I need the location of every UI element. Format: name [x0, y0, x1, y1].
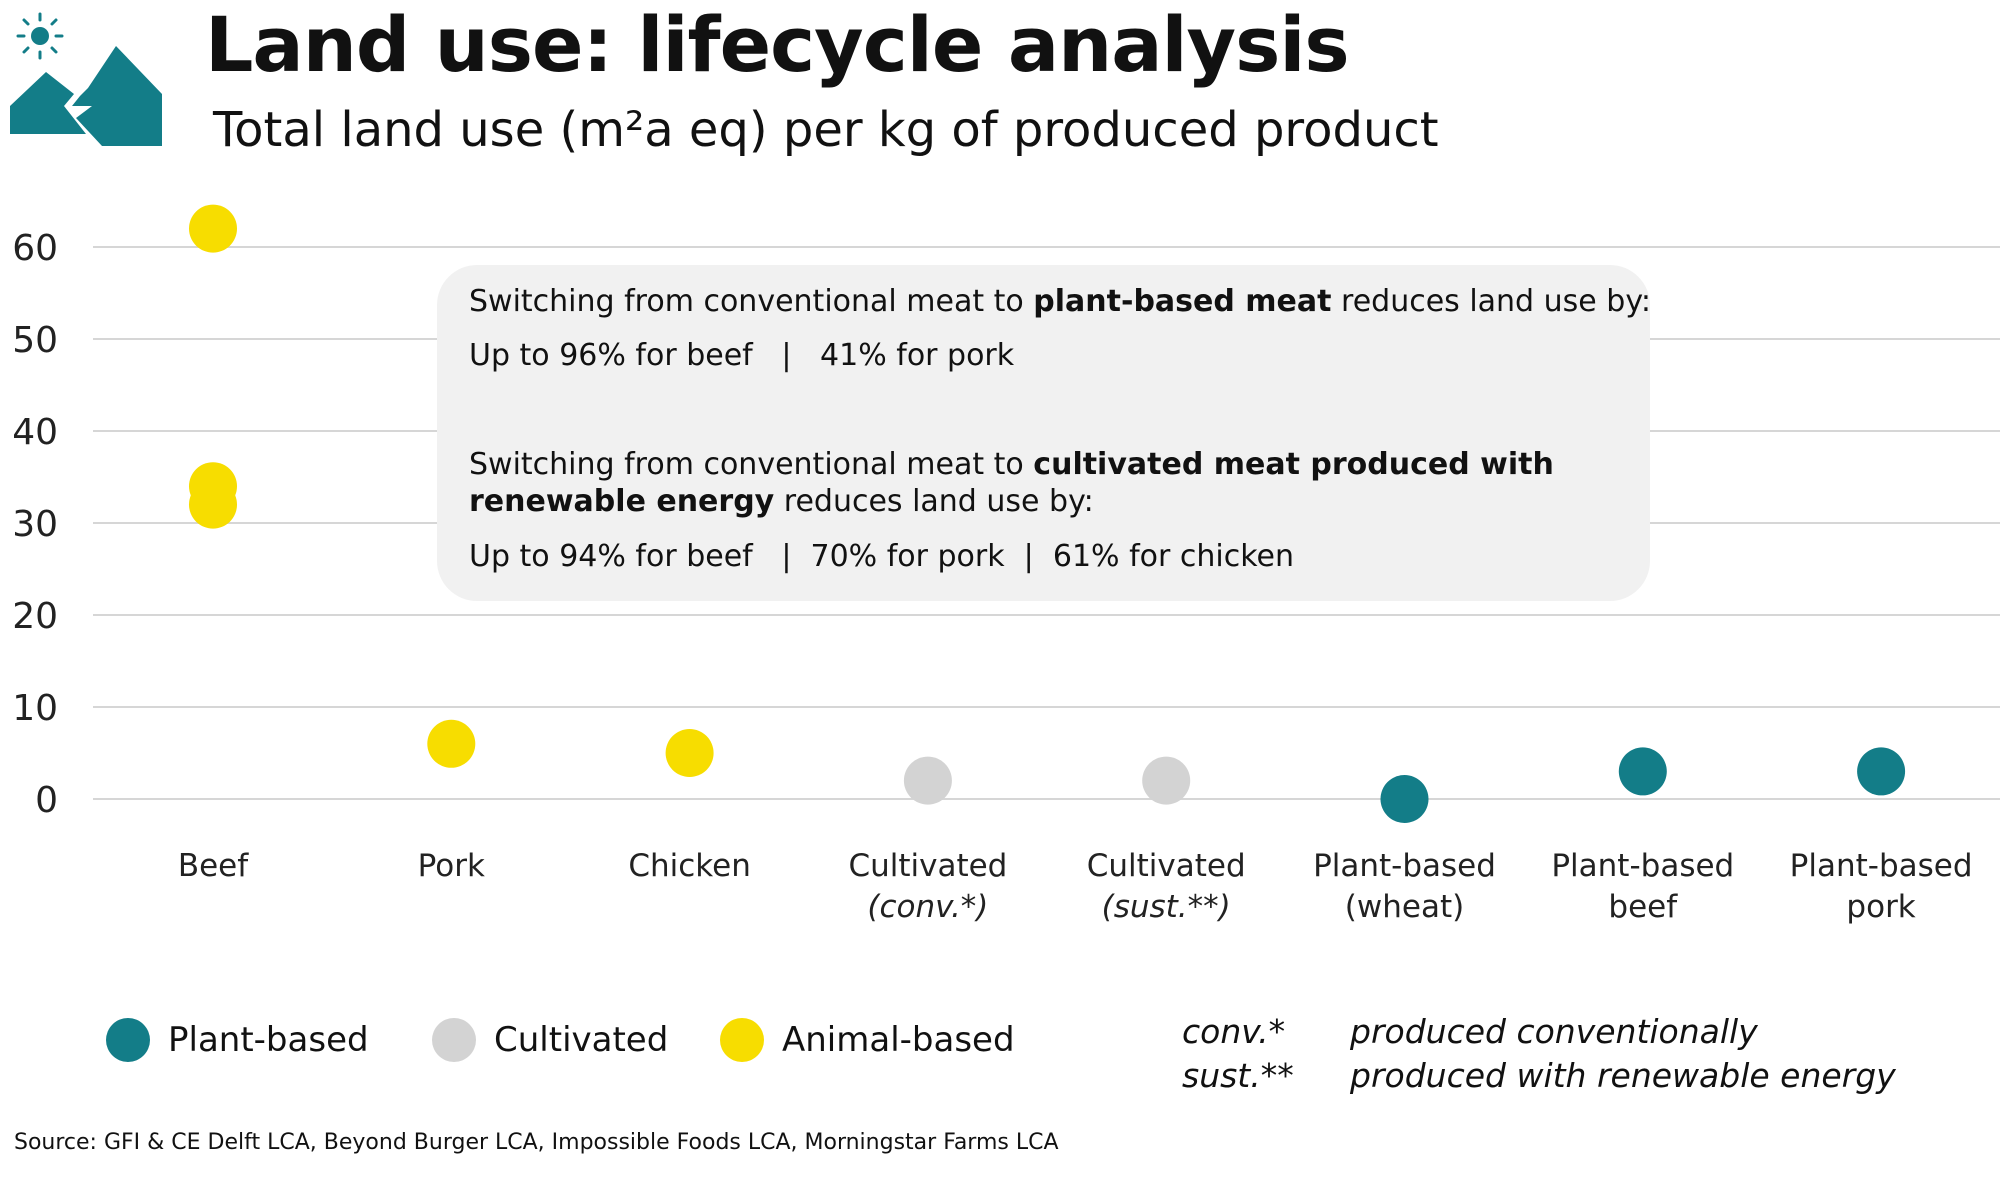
data-points: [189, 204, 1906, 823]
callout-cult-pre: Switching from conventional meat to: [469, 447, 1034, 482]
note-text-sust: produced with renewable energy: [1350, 1056, 1896, 1095]
y-axis-ticks: 0 10 20 30 40 50 60: [12, 228, 58, 821]
data-point: [1142, 756, 1191, 805]
x-category-label: Chicken: [628, 848, 751, 884]
note-abbr-sust: sust.**: [1182, 1056, 1294, 1095]
source-note: Source: GFI & CE Delft LCA, Beyond Burge…: [14, 1130, 1059, 1155]
callout-cult-bold1: cultivated meat produced with: [1033, 447, 1554, 482]
data-point: [1857, 747, 1906, 796]
callout-line-plant: Switching from conventional meat to plan…: [469, 283, 1651, 320]
callout-plant-values: Up to 96% for beef | 41% for pork: [469, 338, 1015, 373]
y-tick-label: 30: [12, 504, 58, 545]
legend-label: Animal-based: [782, 1020, 1015, 1060]
legend-label: Cultivated: [494, 1020, 669, 1060]
x-category-label: Cultivated: [848, 848, 1007, 884]
callout-plant-post: reduces land use by:: [1331, 284, 1651, 319]
x-category-sublabel: (conv.*): [867, 889, 988, 925]
x-category-sublabel: (wheat): [1345, 889, 1464, 925]
y-tick-label: 10: [12, 688, 58, 729]
data-point: [903, 756, 952, 805]
data-point: [427, 719, 476, 768]
legend-item-animal: Animal-based: [720, 1012, 1015, 1068]
callout-cult-post: reduces land use by:: [774, 484, 1094, 519]
page-title: Land use: lifecycle analysis: [205, 0, 1350, 89]
data-point: [1380, 775, 1429, 823]
legend-item-plant: Plant-based: [106, 1012, 369, 1068]
legend-dot-cultivated: [432, 1018, 476, 1062]
x-category-label: Pork: [418, 848, 485, 884]
summary-callout: Switching from conventional meat to plan…: [437, 265, 1651, 601]
callout-plant-bold: plant-based meat: [1033, 284, 1332, 319]
callout-line-cultivated-1: Switching from conventional meat to cult…: [469, 446, 1554, 483]
legend-item-cultivated: Cultivated: [432, 1012, 668, 1068]
x-category-sublabel: (sust.**): [1102, 889, 1231, 925]
y-tick-label: 60: [12, 228, 58, 269]
y-tick-label: 50: [12, 320, 58, 361]
note-text-conv: produced conventionally: [1350, 1012, 1758, 1051]
x-category-label: Cultivated: [1087, 848, 1246, 884]
x-category-sublabel: beef: [1608, 889, 1678, 925]
x-category-label: Plant-based: [1790, 848, 1973, 884]
data-point: [665, 729, 714, 777]
y-tick-label: 20: [12, 596, 58, 637]
mountain-sun-logo: [10, 12, 162, 146]
callout-cultivated-values: Up to 94% for beef | 70% for pork | 61% …: [469, 539, 1294, 574]
sun-icon: [16, 12, 64, 60]
data-point: [1618, 747, 1667, 796]
callout-line-cultivated-2: renewable energy reduces land use by:: [469, 483, 1094, 520]
note-abbr-conv: conv.*: [1182, 1012, 1286, 1051]
x-axis-categories: Beef Pork Chicken Cultivated (conv.*) Cultiva…: [178, 848, 1973, 925]
legend-dot-plant: [106, 1018, 150, 1062]
x-category-label: Plant-based: [1313, 848, 1496, 884]
data-point: [189, 204, 237, 253]
x-category-label: Plant-based: [1551, 848, 1734, 884]
y-tick-label: 0: [35, 780, 58, 821]
callout-cult-bold2: renewable energy: [469, 484, 775, 519]
legend-label: Plant-based: [168, 1020, 369, 1060]
y-tick-label: 40: [12, 412, 58, 453]
data-point: [189, 480, 237, 529]
mountain-icon: [10, 46, 162, 146]
page-subtitle: Total land use (m²a eq) per kg of produc…: [213, 102, 1439, 158]
legend-dot-animal: [720, 1018, 764, 1062]
x-category-sublabel: pork: [1846, 889, 1915, 925]
x-category-label: Beef: [178, 848, 249, 884]
callout-plant-pre: Switching from conventional meat to: [469, 284, 1034, 319]
land-use-chart: 0 10 20 30 40 50 60 Beef Pork Chicken Cultivated (…: [12, 204, 2000, 925]
